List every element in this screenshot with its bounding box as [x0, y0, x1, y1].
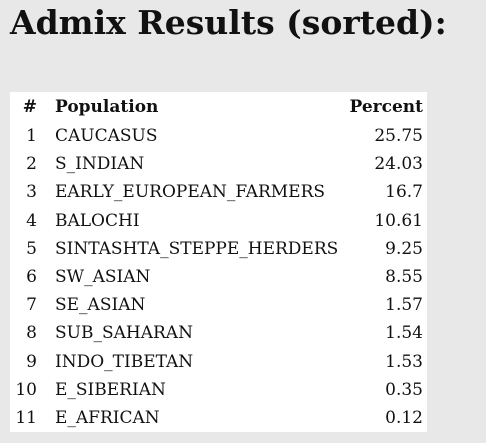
cell-rank: 4: [26, 210, 37, 231]
cell-rank: 9: [26, 351, 37, 372]
cell-population: BALOCHI: [55, 210, 140, 231]
cell-percent: 0.12: [385, 407, 423, 428]
cell-percent: 1.53: [385, 351, 423, 372]
table-header: # Population Percent: [10, 92, 427, 122]
cell-percent: 9.25: [385, 238, 423, 259]
cell-rank: 6: [26, 267, 37, 288]
cell-population: INDO_TIBETAN: [55, 351, 194, 372]
cell-population: SINTASHTA_STEPPE_HERDERS: [55, 238, 339, 259]
cell-population: CAUCASUS: [55, 126, 158, 147]
cell-rank: 7: [26, 295, 37, 316]
cell-population: SUB_SAHARAN: [55, 323, 193, 344]
page-title: Admix Results (sorted):: [10, 3, 447, 42]
cell-rank: 8: [26, 323, 37, 344]
results-table: # Population Percent 1 CAUCASUS 25.75 2 S_INDI…: [10, 92, 427, 433]
cell-percent: 16.7: [385, 182, 423, 203]
table-row: 2 S_INDIAN 24.03: [10, 150, 427, 178]
header-rank: #: [22, 97, 37, 117]
cell-percent: 0.35: [385, 379, 423, 400]
cell-population: E_AFRICAN: [55, 407, 160, 428]
table-row: 11 E_AFRICAN 0.12: [10, 404, 427, 432]
table-row: 7 SE_ASIAN 1.57: [10, 291, 427, 319]
cell-rank: 5: [26, 238, 37, 259]
cell-population: E_SIBERIAN: [55, 379, 166, 400]
cell-percent: 8.55: [385, 267, 423, 288]
table-row: 8 SUB_SAHARAN 1.54: [10, 319, 427, 347]
cell-rank: 2: [26, 154, 37, 175]
cell-rank: 10: [15, 379, 37, 400]
cell-rank: 3: [26, 182, 37, 203]
table-row: 5 SINTASHTA_STEPPE_HERDERS 9.25: [10, 235, 427, 263]
cell-population: SE_ASIAN: [55, 295, 146, 316]
cell-rank: 1: [26, 126, 37, 147]
cell-population: S_INDIAN: [55, 154, 145, 175]
header-percent: Percent: [349, 97, 423, 117]
header-population: Population: [55, 97, 159, 117]
table-row: 6 SW_ASIAN 8.55: [10, 263, 427, 291]
cell-population: SW_ASIAN: [55, 267, 151, 288]
cell-percent: 24.03: [374, 154, 423, 175]
cell-percent: 10.61: [374, 210, 423, 231]
cell-percent: 1.54: [385, 323, 423, 344]
table-row: 3 EARLY_EUROPEAN_FARMERS 16.7: [10, 178, 427, 206]
cell-population: EARLY_EUROPEAN_FARMERS: [55, 182, 326, 203]
table-row: 1 CAUCASUS 25.75: [10, 122, 427, 150]
table-row: 9 INDO_TIBETAN 1.53: [10, 348, 427, 376]
header-row: # Population Percent: [10, 92, 427, 122]
cell-rank: 11: [15, 407, 37, 428]
cell-percent: 1.57: [385, 295, 423, 316]
table-body: 1 CAUCASUS 25.75 2 S_INDIAN 24.03 3 EARLY_EUROP…: [10, 122, 427, 432]
cell-percent: 25.75: [374, 126, 423, 147]
table-row: 10 E_SIBERIAN 0.35: [10, 376, 427, 404]
table-row: 4 BALOCHI 10.61: [10, 207, 427, 235]
